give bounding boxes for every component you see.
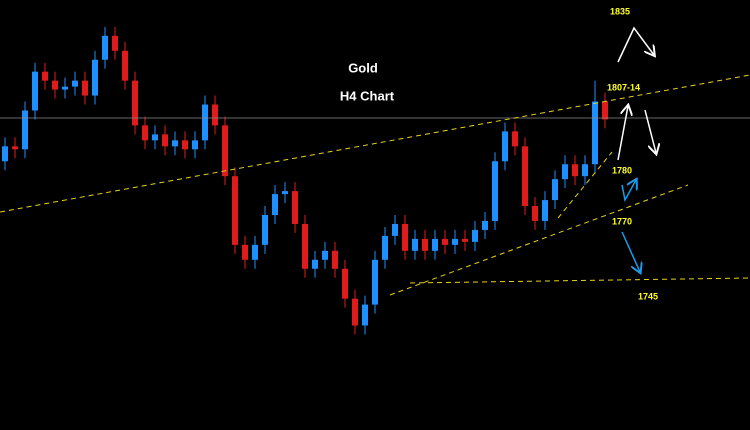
candle-body [572,164,578,177]
candle-body [502,131,508,162]
trendline [0,74,750,213]
candle-body [72,80,78,87]
candle-body [252,244,258,260]
arrow [617,26,654,63]
candle-body [452,238,458,245]
candle-body [242,244,248,260]
candle-body [302,223,308,269]
candle-body [332,250,338,269]
candle-body [462,238,468,242]
candle-body [2,146,8,162]
candle-body [342,268,348,299]
candle-body [602,101,608,120]
candle-body [402,223,408,251]
candle-body [212,104,218,126]
candle-body [562,164,568,180]
candle-body [522,146,528,207]
arrows [617,26,656,272]
candle-body [382,235,388,260]
level-label: 1807-14 [607,82,640,92]
arrow [621,180,636,203]
candle-body [282,191,288,195]
candle-body [432,238,438,251]
candle-body [482,220,488,230]
chart-title: Gold [348,60,378,75]
chart-subtitle: H4 Chart [340,88,395,103]
candle-body [92,59,98,96]
candle-body [372,259,378,305]
candle-body [582,164,588,177]
candle-body [182,140,188,150]
candle-body [592,101,598,165]
candle-body [132,80,138,126]
candle-body [472,229,478,242]
candle-body [492,161,498,221]
candle-body [362,304,368,326]
arrow [617,106,628,161]
arrow [621,231,640,272]
candle-body [512,131,518,147]
candle-body [392,223,398,236]
candles [2,26,608,335]
candle-body [202,104,208,141]
trendline [409,277,750,284]
candle-body [122,50,128,81]
candle-body [412,238,418,251]
candle-body [162,134,168,147]
level-label: 1780 [612,165,632,175]
trendline [389,184,689,296]
candle-body [552,179,558,201]
candle-body [52,80,58,90]
candle-body [172,140,178,147]
candle-body [102,35,108,60]
candle-body [232,176,238,245]
candle-body [322,250,328,260]
candle-body [532,206,538,221]
candle-body [142,125,148,141]
candle-body [352,298,358,326]
candle-body [262,215,268,245]
candle-body [152,134,158,141]
candle-body [442,238,448,245]
candle-body [22,110,28,150]
candle-body [292,191,298,224]
arrow [644,109,656,153]
candle-body [192,140,198,150]
trendlines [0,74,750,296]
candle-body [422,238,428,251]
candle-body [272,194,278,215]
candle-body [62,86,68,90]
candle-body [312,259,318,269]
candle-body [112,35,118,51]
level-label: 1835 [610,6,630,16]
candle-body [82,80,88,96]
candle-body [32,71,38,111]
candle-body [42,71,48,81]
candle-body [12,146,18,150]
candle-body [222,125,228,177]
candle-body [542,200,548,221]
level-label: 1745 [638,291,658,301]
level-label: 1770 [612,216,632,226]
